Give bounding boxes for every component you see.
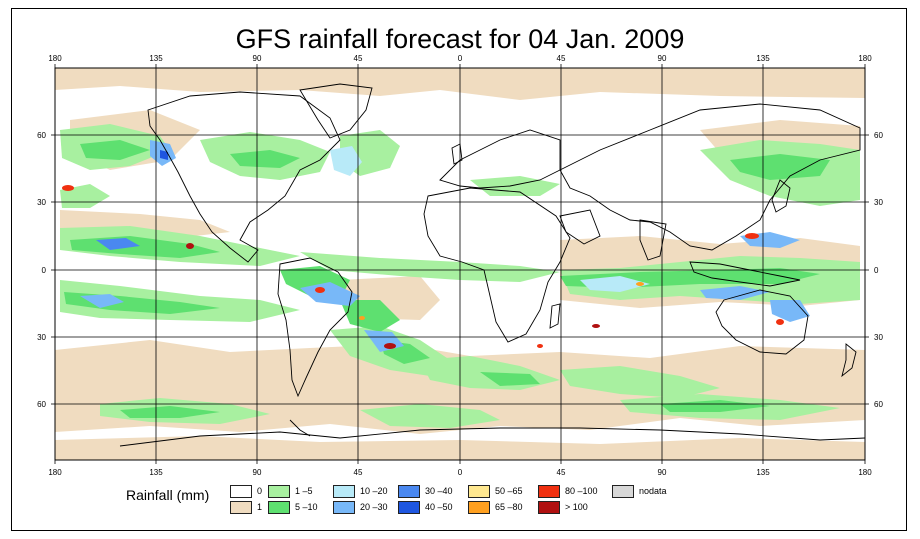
legend-label: 5 –10 [295,502,318,512]
rain-hotspots [62,185,784,349]
legend-swatch [268,485,290,498]
lon-label: 135 [756,468,770,477]
legend-label: 50 –65 [495,486,523,496]
lon-label: 180 [858,54,872,63]
lon-label: 45 [354,468,363,477]
left-lat-labels: 60 30 0 30 60 [37,131,46,409]
right-lat-labels: 60 30 0 30 60 [874,131,883,409]
antarctica-outline [119,427,865,447]
legend-label: 1 –5 [295,486,313,496]
australia-outline [715,289,809,355]
asia-outline [559,103,861,251]
legend-swatch [230,501,252,514]
lon-label: 135 [149,468,163,477]
lon-label: 90 [658,54,667,63]
tick-marks [51,64,869,464]
lat-label: 30 [37,198,46,207]
lon-label: 135 [756,54,770,63]
map-title: GFS rainfall forecast for 04 Jan. 2009 [235,24,685,54]
lat-label: 60 [874,131,883,140]
legend-swatch [333,501,355,514]
lon-label: 180 [858,468,872,477]
lat-label: 0 [874,266,879,275]
japan-outline [771,179,791,213]
rain-band-10-40mm [80,140,810,352]
madagascar-outline [549,303,561,329]
north-america-outline [147,91,341,263]
lon-label: 45 [557,468,566,477]
lon-label: 90 [253,468,262,477]
lat-label: 30 [874,198,883,207]
lat-label: 60 [874,400,883,409]
lon-label: 180 [48,468,62,477]
legend-swatch [538,485,560,498]
lat-label: 60 [37,400,46,409]
africa-outline [423,187,571,343]
europe-outline [439,129,561,189]
indonesia-outline [689,261,801,287]
legend-swatch [612,485,634,498]
uk-outline [451,143,463,165]
bottom-lon-labels: 180 135 90 45 0 45 90 135 180 [48,468,872,477]
legend-swatch [538,501,560,514]
legend-label: nodata [639,486,667,496]
legend-label: 40 –50 [425,502,453,512]
legend-title: Rainfall (mm) [126,487,210,503]
lon-label: 135 [149,54,163,63]
legend-swatch [468,485,490,498]
legend-swatch [468,501,490,514]
legend-label: 20 –30 [360,502,388,512]
figure-frame [11,8,907,531]
legend-label: 0 [257,486,263,496]
legend-label: 10 –20 [360,486,388,496]
lat-label: 30 [874,333,883,342]
lat-label: 0 [42,266,47,275]
lon-label: 90 [253,54,262,63]
lon-label: 45 [354,54,363,63]
legend-label: 65 –80 [495,502,523,512]
lon-label: 0 [458,54,463,63]
new-zealand-outline [841,343,857,378]
lat-label: 30 [37,333,46,342]
legend-label: > 100 [565,502,588,512]
legend-label: 1 [257,502,263,512]
lon-label: 0 [458,468,463,477]
south-america-outline [277,257,353,398]
lon-label: 45 [557,54,566,63]
lon-label: 180 [48,54,62,63]
legend-swatch [333,485,355,498]
antarctic-peninsula-outline [289,419,311,437]
lon-label: 90 [658,468,667,477]
graticule [55,68,865,460]
legend-swatch [398,501,420,514]
legend-swatch [268,501,290,514]
legend-swatch [230,485,252,498]
legend-label: 30 –40 [425,486,453,496]
lat-label: 60 [37,131,46,140]
map-area [55,68,865,460]
legend-label: 80 –100 [565,486,598,496]
legend-swatch [398,485,420,498]
top-lon-labels: 180 135 90 45 0 45 90 135 180 [48,54,872,63]
